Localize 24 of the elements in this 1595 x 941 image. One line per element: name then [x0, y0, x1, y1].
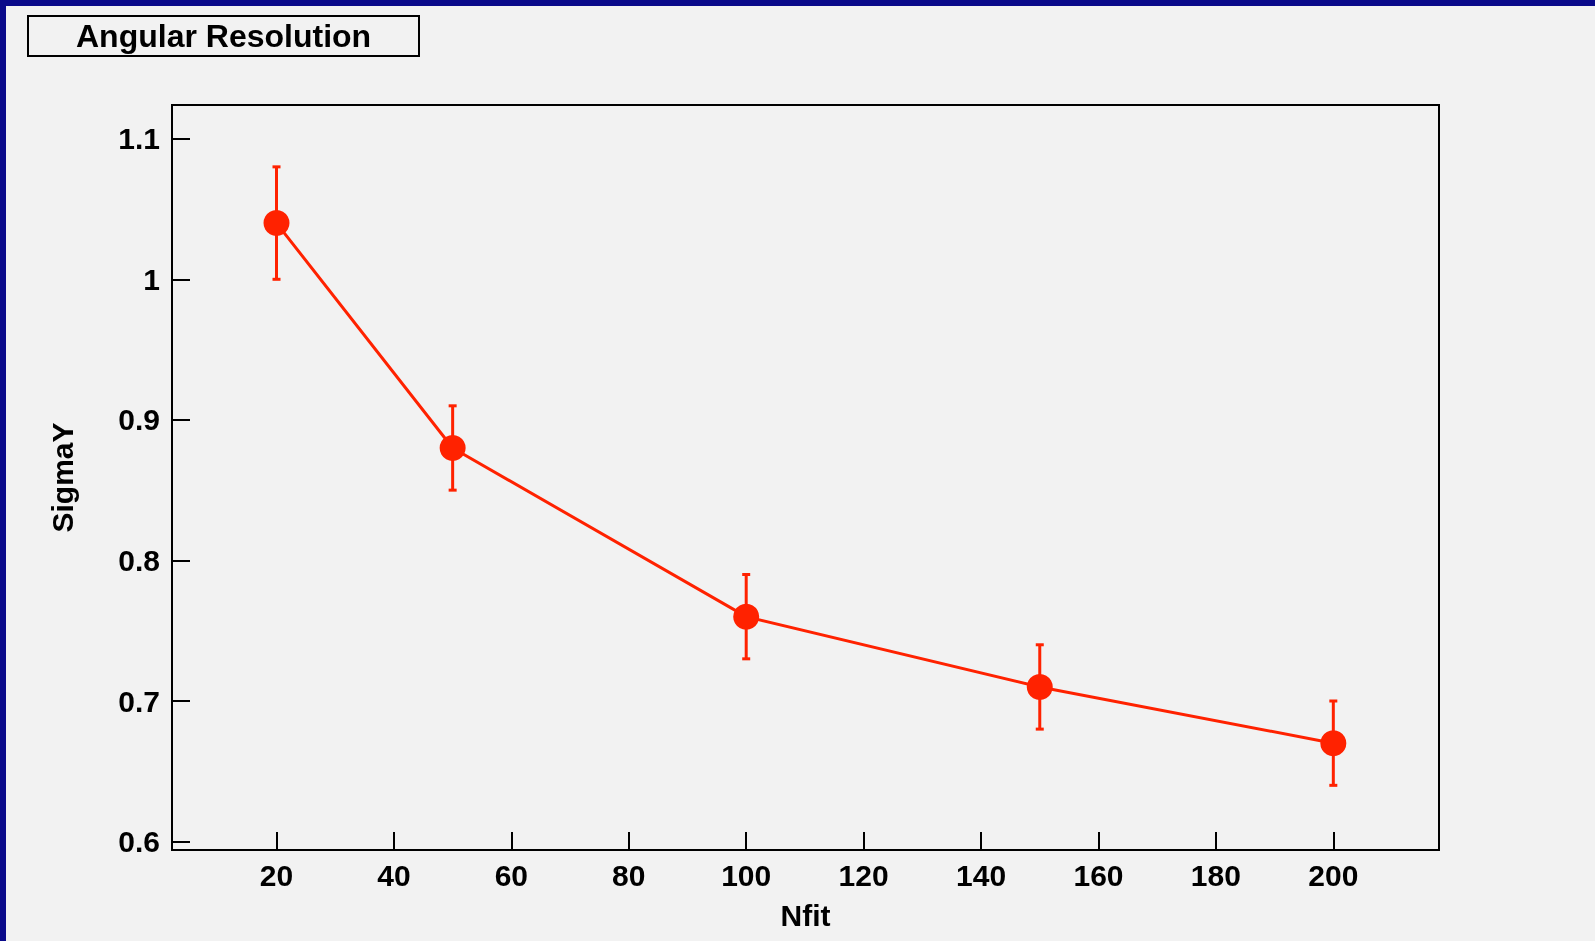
- y-tick-label: 0.6: [118, 825, 160, 859]
- y-tick-label: 1.1: [118, 122, 160, 156]
- y-tick-label: 0.9: [118, 403, 160, 437]
- x-tick-label: 40: [377, 858, 411, 892]
- y-tick-label: 0.7: [118, 684, 160, 718]
- x-tick-label: 20: [259, 858, 294, 892]
- point: [1320, 730, 1347, 757]
- x-axis-title: Nfit: [780, 898, 831, 932]
- x-tick-label: 100: [721, 858, 772, 892]
- x-tick-label: 160: [1073, 858, 1124, 892]
- point: [263, 210, 290, 237]
- x-tick-label: 60: [494, 858, 529, 892]
- x-tick-label: 80: [612, 858, 646, 892]
- point: [1026, 673, 1053, 700]
- x-tick-label: 200: [1308, 858, 1359, 892]
- x-tick-label: 120: [838, 858, 889, 892]
- y-tick-label: 0.8: [118, 543, 160, 577]
- y-axis-title: SigmaY: [45, 422, 79, 533]
- point: [733, 603, 760, 630]
- chart-title: Angular Resolution: [76, 18, 372, 54]
- x-tick-label: 140: [956, 858, 1007, 892]
- x-tick-label: 180: [1190, 858, 1241, 892]
- point: [439, 434, 466, 461]
- y-tick-label: 1: [143, 262, 160, 296]
